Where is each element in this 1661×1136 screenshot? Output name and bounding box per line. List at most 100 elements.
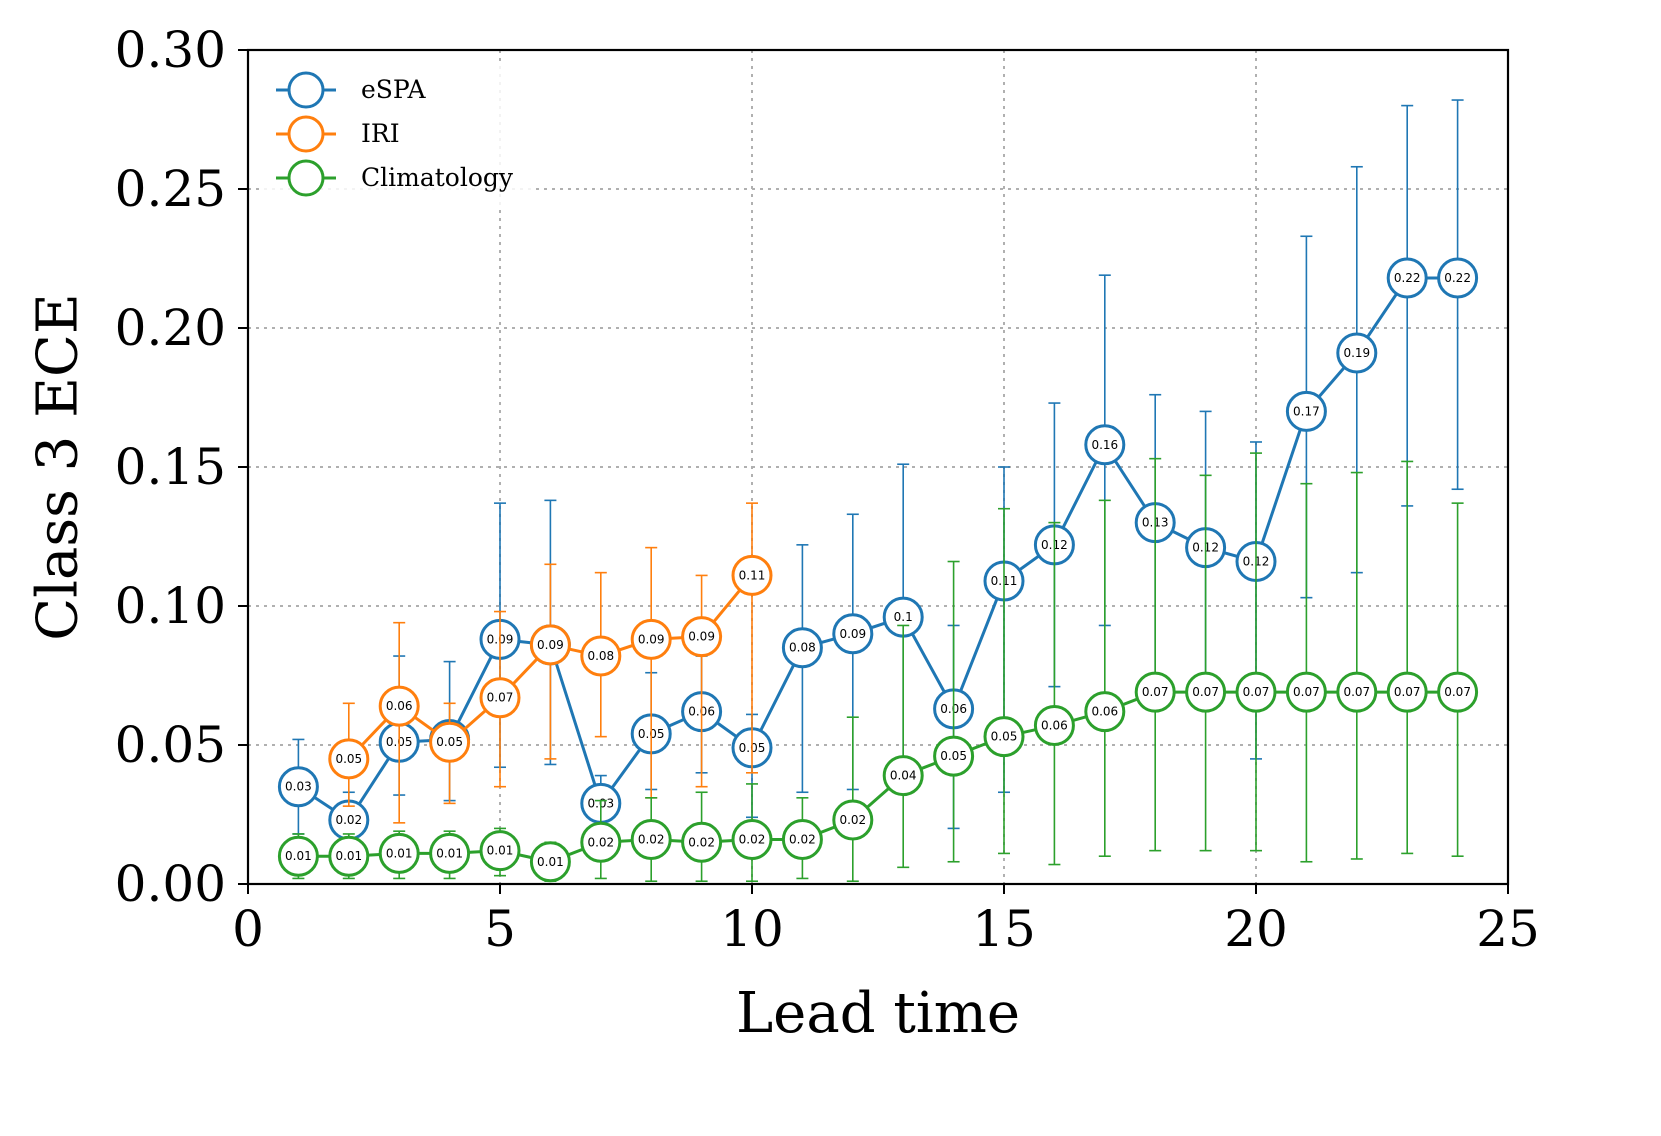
data-point [832,799,874,841]
data-point [328,835,370,877]
data-label: 0.02 [638,833,665,847]
data-label: 0.09 [688,630,715,644]
data-label: 0.06 [1091,705,1118,719]
data-point [882,755,924,797]
data-label: 0.01 [335,849,362,863]
data-point [1235,671,1277,713]
data-label: 0.08 [789,641,816,655]
y-axis-label: Class 3 ECE [26,293,91,640]
data-point [681,616,723,658]
data-label: 0.19 [1343,346,1370,360]
x-tick-label: 20 [1224,900,1288,958]
data-point [681,821,723,863]
data-label: 0.05 [436,735,463,749]
data-label: 0.07 [1243,685,1270,699]
data-point [1084,691,1126,733]
data-point [983,716,1025,758]
axes: 0 5 10 15 20 25 0.00 0.05 0.10 0.15 0.20 0.25 0.30 [115,21,1540,958]
data-label: 0.02 [688,835,715,849]
data-label: 0.02 [789,833,816,847]
data-point [1336,671,1378,713]
data-point [630,618,672,660]
data-label: 0.07 [1343,685,1370,699]
data-point [277,835,319,877]
series-layer: 0.030.020.050.050.090.090.030.050.060.05… [277,99,1479,883]
x-tick-label: 25 [1476,900,1540,958]
data-label: 0.06 [386,699,413,713]
data-label: 0.09 [537,638,564,652]
data-label: 0.03 [285,780,312,794]
y-tick-label: 0.05 [115,716,226,774]
legend-marker [287,159,325,197]
data-point [580,821,622,863]
y-tick-label: 0.00 [115,855,226,913]
legend-item-climatology: Climatology [276,159,514,197]
y-tick-label: 0.10 [115,577,226,635]
series-line [297,276,1458,822]
markers: 0.01 0.01 0.01 0.01 0.01 0.01 0.02 0.02 0.02 0.02… [277,671,1479,883]
data-point [429,832,471,874]
legend-label: eSPA [361,75,426,104]
series-line [298,690,1458,864]
y-tick-label: 0.20 [115,299,226,357]
legend-label: Climatology [361,163,514,192]
data-label: 0.17 [1293,404,1320,418]
data-label: 0.07 [487,691,514,705]
data-label: 0.02 [335,813,362,827]
data-point [1437,671,1479,713]
data-point [1386,257,1428,299]
data-point [832,613,874,655]
data-point [328,738,370,780]
legend: eSPA IRI Climatology [262,62,532,210]
data-label: 0.08 [587,649,614,663]
data-label: 0.05 [940,749,967,763]
data-label: 0.01 [386,846,413,860]
data-point [429,721,471,763]
data-label: 0.01 [285,849,312,863]
data-point [529,624,571,666]
data-label: 0.07 [1142,685,1169,699]
data-label: 0.02 [587,835,614,849]
y-tick-label: 0.25 [115,160,226,218]
data-point [1134,671,1176,713]
x-axis-label: Lead time [736,981,1020,1046]
data-label: 0.07 [1293,685,1320,699]
data-point [781,627,823,669]
data-label: 0.22 [1394,271,1421,285]
data-point [277,766,319,808]
data-label: 0.07 [1192,685,1219,699]
data-label: 0.07 [1394,685,1421,699]
data-point [1285,671,1327,713]
series-climatology: 0.01 0.01 0.01 0.01 0.01 0.01 0.02 0.02 0.02 0.02… [277,452,1479,883]
y-tick-label: 0.15 [115,438,226,496]
data-point [529,841,571,883]
data-point [479,677,521,719]
legend-item-espa: eSPA [276,71,426,109]
x-tick-label: 15 [972,900,1036,958]
legend-label: IRI [361,119,400,148]
y-tick-label: 0.30 [115,21,226,79]
data-label: 0.07 [1444,685,1471,699]
data-label: 0.04 [890,769,917,783]
data-label: 0.01 [436,846,463,860]
data-label: 0.22 [1444,271,1471,285]
data-point [731,554,773,596]
data-point [630,819,672,861]
data-label: 0.11 [739,568,766,582]
data-point [479,830,521,872]
data-label: 0.16 [1091,438,1118,452]
data-label: 0.1 [894,610,913,624]
x-tick-label: 10 [720,900,784,958]
data-label: 0.06 [1041,719,1068,733]
data-point [1033,705,1075,747]
data-point [933,735,975,777]
data-label: 0.09 [839,627,866,641]
x-tick-label: 0 [232,900,264,958]
data-label: 0.09 [638,632,665,646]
data-point [781,819,823,861]
data-label: 0.05 [335,752,362,766]
data-point [378,685,420,727]
legend-item-iri: IRI [276,115,400,153]
data-label: 0.02 [839,813,866,827]
